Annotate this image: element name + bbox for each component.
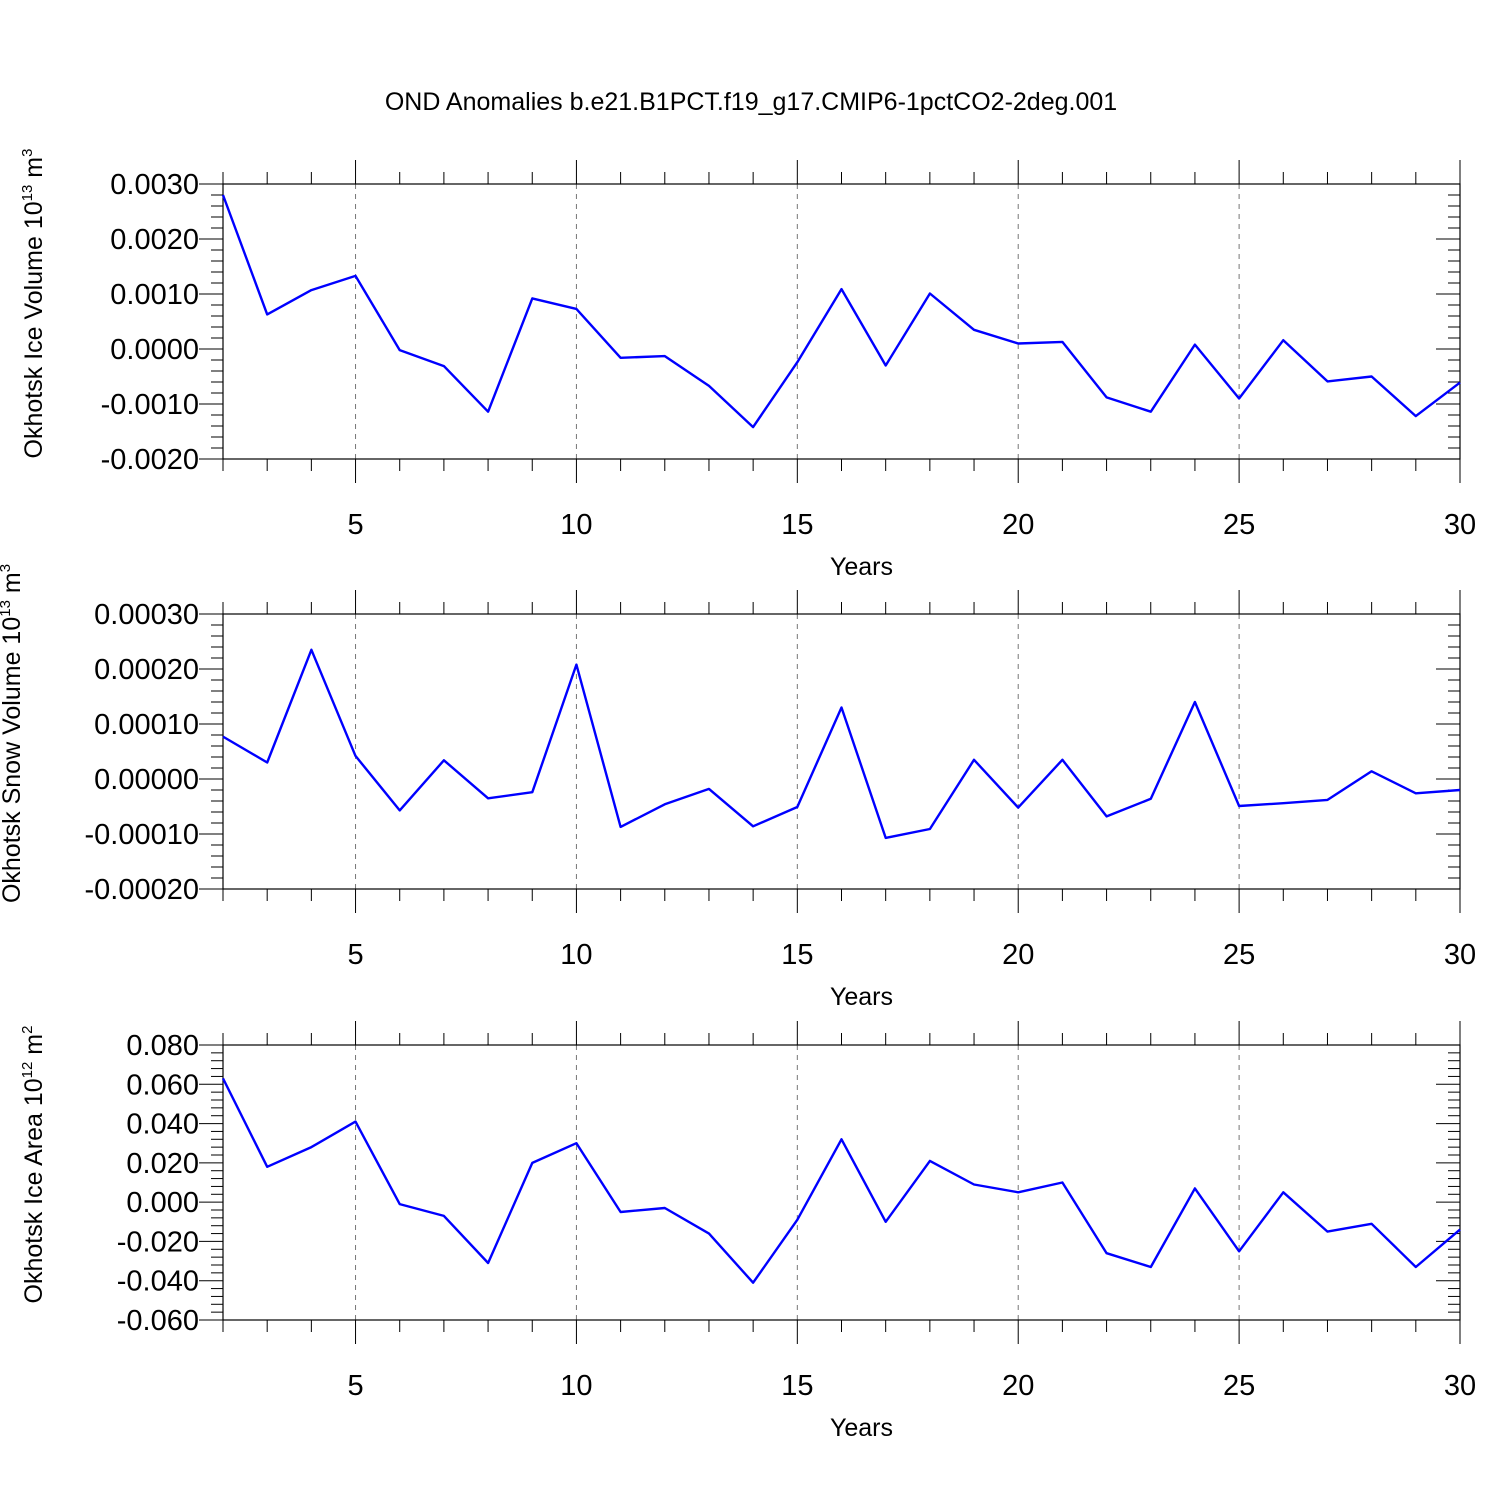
x-tick-label: 15 xyxy=(781,1370,813,1402)
x-tick-label: 10 xyxy=(560,939,592,971)
y-axis-title-exponent: 13 xyxy=(19,185,36,202)
y-tick-label: 0.0000 xyxy=(110,334,199,366)
y-axis-title-unit: m xyxy=(0,572,26,600)
y-axis-title: Okhotsk Snow Volume 1013 m3 xyxy=(0,564,26,903)
panel-3: -0.060 -0.040 -0.020 0.000 0.020 0.040 0.060 0.… xyxy=(19,1021,1476,1442)
y-tick-label: -0.060 xyxy=(117,1305,199,1337)
y-axis-title-unit-exponent: 2 xyxy=(19,1026,36,1034)
x-axis-title: Years xyxy=(830,553,893,581)
y-axis-title-exponent: 13 xyxy=(0,600,14,617)
plot-frame xyxy=(222,1044,1461,1321)
y-tick-label: 0.0010 xyxy=(110,279,199,311)
y-tick-label: 0.0020 xyxy=(110,224,199,256)
x-tick-label: 30 xyxy=(1444,1370,1476,1402)
y-tick-label: -0.0020 xyxy=(101,444,199,476)
y-axis-title: Okhotsk Ice Volume 1013 m3 xyxy=(19,149,48,459)
y-tick-label: 0.060 xyxy=(126,1069,199,1101)
y-tick-label: 0.00030 xyxy=(94,599,199,631)
y-axis-title-text: Okhotsk Ice Volume 10 xyxy=(20,201,48,458)
y-axis-title: Okhotsk Ice Area 1012 m2 xyxy=(19,1026,48,1304)
x-tick-label: 5 xyxy=(347,509,363,541)
series-line xyxy=(221,194,1461,429)
y-axis-title-text: Okhotsk Snow Volume 10 xyxy=(0,617,26,903)
y-axis-title-unit-exponent: 3 xyxy=(19,149,36,157)
x-tick-label: 10 xyxy=(560,509,592,541)
x-tick-label: 25 xyxy=(1223,939,1255,971)
x-tick-label: 20 xyxy=(1002,1370,1034,1402)
x-tick-label: 30 xyxy=(1444,509,1476,541)
x-tick-label: 20 xyxy=(1002,509,1034,541)
x-tick-label: 30 xyxy=(1444,939,1476,971)
chart-title: OND Anomalies b.e21.B1PCT.f19_g17.CMIP6-… xyxy=(385,88,1117,116)
x-tick-label: 15 xyxy=(781,509,813,541)
x-tick-label: 5 xyxy=(347,1370,363,1402)
y-tick-label: 0.00010 xyxy=(94,709,199,741)
y-tick-label: 0.00000 xyxy=(94,764,199,796)
series-line xyxy=(222,648,1461,840)
x-tick-label: 25 xyxy=(1223,1370,1255,1402)
y-axis-title-unit: m xyxy=(20,157,48,185)
y-axis-title-unit: m xyxy=(20,1034,48,1062)
y-axis-title-text: Okhotsk Ice Area 10 xyxy=(20,1078,48,1303)
panel-2: -0.00020 -0.00010 0.00000 0.00010 0.00020 0.0… xyxy=(0,564,1476,1011)
x-axis-title: Years xyxy=(830,983,893,1011)
y-tick-label: 0.040 xyxy=(126,1109,199,1141)
y-tick-label: 0.00020 xyxy=(94,654,199,686)
panel-1: -0.0020 -0.0010 0.0000 0.0010 0.0020 0.0030 5 1… xyxy=(19,149,1476,581)
plot-frame xyxy=(222,613,1461,890)
plot-frame xyxy=(222,183,1461,460)
y-tick-label: -0.00010 xyxy=(85,819,200,851)
y-axis-title-exponent: 12 xyxy=(19,1062,36,1079)
x-tick-label: 25 xyxy=(1223,509,1255,541)
y-tick-label: 0.020 xyxy=(126,1148,199,1180)
y-tick-label: -0.00020 xyxy=(85,874,200,906)
y-tick-label: 0.080 xyxy=(126,1030,199,1062)
x-tick-label: 20 xyxy=(1002,939,1034,971)
y-tick-label: 0.000 xyxy=(126,1187,199,1219)
series-line xyxy=(221,1077,1461,1284)
x-axis-title: Years xyxy=(830,1414,893,1442)
y-tick-label: -0.0010 xyxy=(101,389,199,421)
y-tick-label: 0.0030 xyxy=(110,169,199,201)
y-axis-title-unit-exponent: 3 xyxy=(0,564,14,572)
x-tick-label: 10 xyxy=(560,1370,592,1402)
x-tick-label: 5 xyxy=(347,939,363,971)
y-tick-label: -0.040 xyxy=(117,1266,199,1298)
y-tick-label: -0.020 xyxy=(117,1226,199,1258)
x-tick-label: 15 xyxy=(781,939,813,971)
